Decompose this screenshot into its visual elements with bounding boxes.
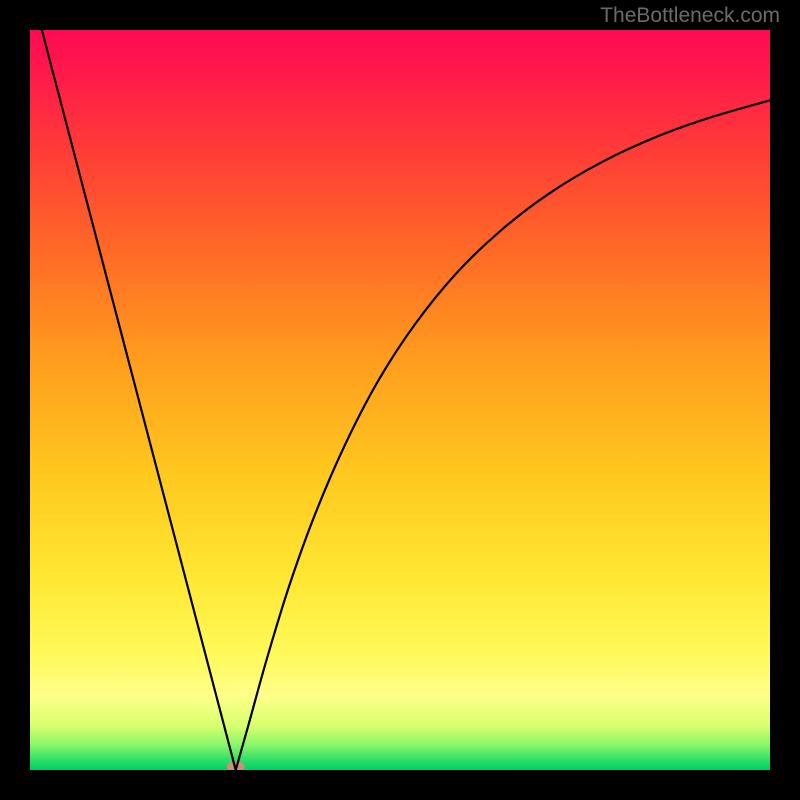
watermark-text: TheBottleneck.com	[600, 4, 780, 28]
plot-area	[30, 30, 770, 770]
curve-layer	[30, 30, 770, 770]
bottleneck-curve	[42, 30, 770, 770]
chart-frame: TheBottleneck.com	[0, 0, 800, 800]
